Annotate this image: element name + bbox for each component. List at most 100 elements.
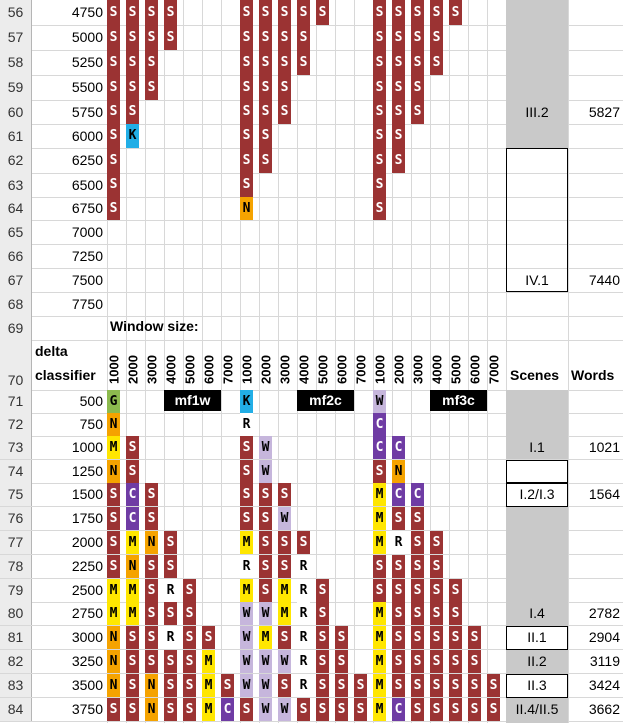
cell-R: R	[297, 650, 310, 673]
cell-S: S	[411, 100, 424, 124]
gridline-v	[107, 0, 108, 723]
cell-S: S	[145, 75, 158, 100]
delta-value: 7000	[71, 224, 103, 240]
gridline-v	[297, 0, 298, 723]
scene-label: II.1	[527, 629, 547, 645]
model-tag: mf3c	[430, 390, 487, 411]
cell-S: S	[278, 50, 291, 75]
scene-label: II.3	[527, 677, 547, 693]
gridline-v	[449, 0, 450, 723]
gridline-v	[164, 0, 165, 723]
row-header: 62	[0, 148, 32, 173]
cell-S: S	[164, 0, 177, 25]
cell-S: S	[297, 50, 310, 75]
delta-value: 5250	[71, 54, 103, 70]
gridline-h	[0, 413, 623, 414]
window-column-header: 7000	[353, 355, 369, 384]
delta-value: 6750	[71, 200, 103, 216]
cell-M: M	[373, 650, 386, 673]
cell-S: S	[335, 674, 348, 697]
cell-S: S	[392, 602, 405, 625]
cell-S: S	[316, 698, 329, 721]
gridline-h	[0, 244, 623, 245]
cell-M: M	[202, 674, 215, 697]
scene-block	[506, 483, 568, 507]
cell-S: S	[278, 626, 291, 649]
cell-W: W	[259, 436, 272, 459]
cell-S: S	[373, 197, 386, 220]
gridline-h	[0, 554, 623, 555]
gridline-h	[0, 340, 623, 341]
gridline-h	[0, 220, 623, 221]
cell-S: S	[126, 0, 139, 25]
gridline-v	[568, 0, 569, 723]
cell-S: S	[392, 674, 405, 697]
row-header: 73	[0, 436, 32, 459]
gridline-v	[183, 0, 184, 723]
cell-S: S	[126, 674, 139, 697]
word-count: 5827	[588, 104, 620, 120]
scene-block	[506, 626, 568, 650]
cell-W: W	[278, 507, 291, 530]
cell-S: S	[145, 507, 158, 530]
word-count: 3119	[589, 653, 620, 669]
delta-value: 2000	[71, 534, 103, 550]
cell-S: S	[164, 531, 177, 554]
gridline-h	[0, 436, 623, 437]
word-count: 2904	[588, 629, 620, 645]
gridline-h	[0, 506, 623, 507]
gridline-v	[278, 0, 279, 723]
delta-value: 750	[79, 416, 103, 432]
row-header: 74	[0, 460, 32, 483]
row-header: 65	[0, 220, 32, 244]
cell-N: N	[107, 674, 120, 697]
cell-S: S	[126, 698, 139, 721]
cell-S: S	[316, 674, 329, 697]
cell-N: N	[145, 698, 158, 721]
row-header: 84	[0, 698, 32, 721]
cell-M: M	[107, 579, 120, 602]
cell-S: S	[240, 460, 253, 483]
delta-value: 1500	[71, 486, 103, 502]
word-count: 3662	[588, 701, 620, 717]
cell-S: S	[487, 674, 500, 697]
cell-M: M	[240, 579, 253, 602]
cell-S: S	[316, 0, 329, 25]
cell-W: W	[373, 390, 386, 413]
cell-S: S	[240, 25, 253, 50]
classifier-label: classifier	[35, 367, 96, 383]
cell-S: S	[240, 507, 253, 530]
model-tag: mf1w	[164, 390, 221, 411]
cell-M: M	[126, 531, 139, 554]
gridline-h	[0, 459, 623, 460]
delta-value: 1750	[71, 510, 103, 526]
cell-S: S	[430, 555, 443, 578]
cell-S: S	[259, 124, 272, 148]
words-header: Words	[571, 367, 615, 383]
cell-N: N	[126, 555, 139, 578]
cell-S: S	[107, 197, 120, 220]
cell-C: C	[411, 483, 424, 506]
cell-S: S	[278, 100, 291, 124]
cell-S: S	[164, 25, 177, 50]
cell-S: S	[107, 531, 120, 554]
gridline-v	[259, 0, 260, 723]
window-column-header: 3000	[277, 355, 293, 384]
cell-S: S	[107, 507, 120, 530]
cell-S: S	[126, 436, 139, 459]
cell-C: C	[392, 698, 405, 721]
cell-S: S	[259, 50, 272, 75]
cell-S: S	[373, 75, 386, 100]
cell-S: S	[392, 579, 405, 602]
cell-S: S	[316, 579, 329, 602]
delta-value: 7500	[71, 272, 103, 288]
delta-value: 3000	[71, 629, 103, 645]
cell-S: S	[145, 650, 158, 673]
cell-S: S	[107, 483, 120, 506]
cell-S: S	[373, 50, 386, 75]
cell-M: M	[126, 579, 139, 602]
gridline-v	[126, 0, 127, 723]
cell-N: N	[145, 674, 158, 697]
cell-S: S	[297, 0, 310, 25]
cell-S: S	[221, 674, 234, 697]
